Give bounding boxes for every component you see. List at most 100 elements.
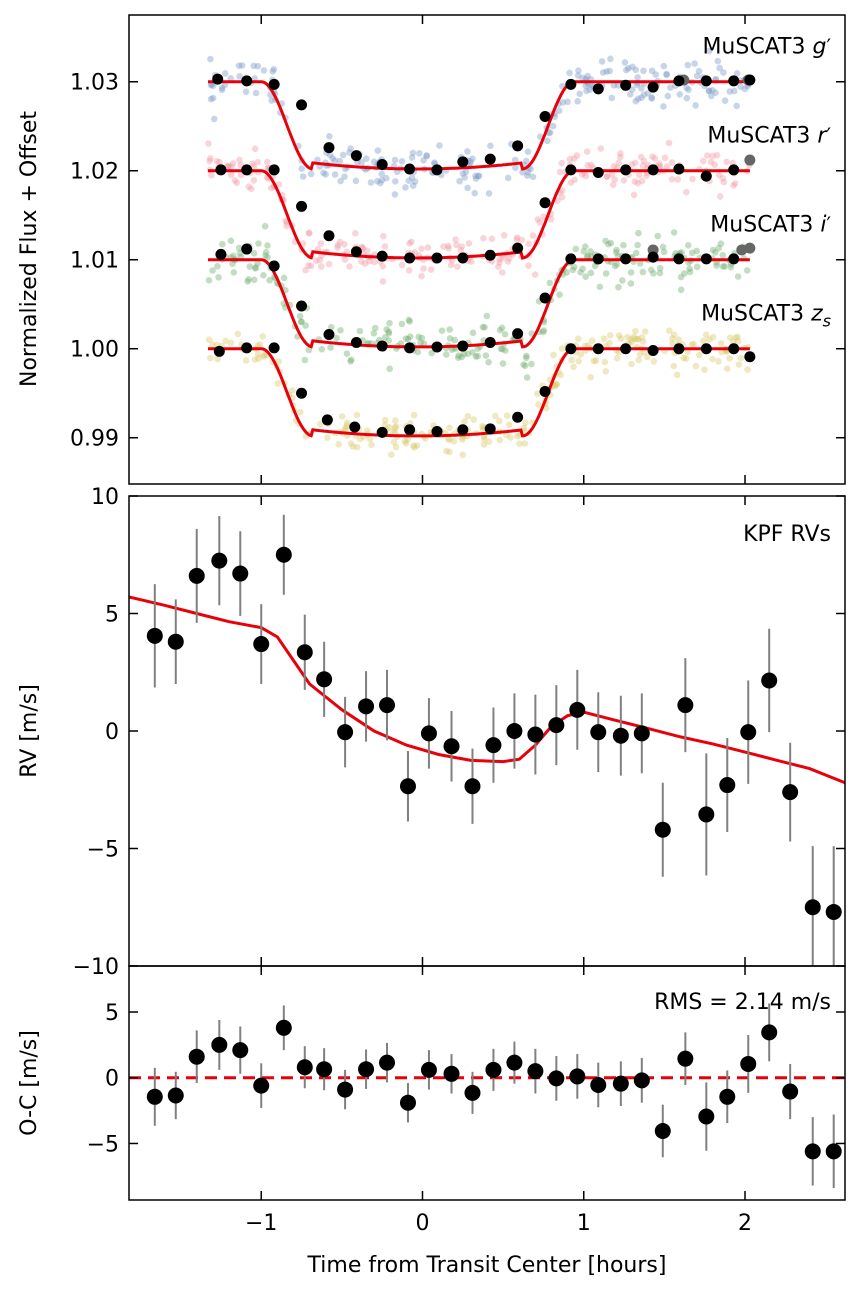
- raw-point: [676, 91, 684, 98]
- raw-point: [558, 193, 566, 201]
- raw-point: [385, 337, 393, 344]
- raw-point: [733, 70, 741, 77]
- raw-point: [635, 229, 642, 237]
- raw-point: [614, 82, 622, 89]
- raw-point: [471, 189, 479, 197]
- raw-point: [630, 191, 638, 199]
- raw-point: [571, 176, 578, 184]
- series-r': MuSCAT3 r′: [205, 124, 831, 285]
- raw-point: [644, 90, 652, 97]
- raw-point: [652, 71, 659, 78]
- binned-point: [539, 110, 551, 122]
- raw-point: [705, 336, 713, 343]
- raw-point: [688, 341, 696, 348]
- raw-point: [455, 352, 463, 359]
- raw-point: [215, 274, 222, 281]
- raw-point: [547, 215, 555, 223]
- rv-point: [420, 725, 437, 742]
- raw-point: [227, 237, 235, 245]
- binned-point: [484, 249, 496, 261]
- raw-point: [554, 197, 561, 205]
- raw-point: [341, 241, 348, 248]
- raw-point: [242, 357, 250, 364]
- raw-point: [529, 173, 537, 181]
- raw-point: [535, 401, 542, 408]
- binned-point: [376, 426, 388, 438]
- rv-point: [825, 903, 842, 920]
- raw-point: [244, 278, 251, 285]
- binned-point: [620, 343, 632, 355]
- raw-point: [379, 278, 387, 285]
- binned-point: [673, 75, 685, 87]
- raw-point: [404, 436, 411, 443]
- binned-point: [457, 252, 469, 264]
- y-tick-label: 0: [105, 1067, 119, 1092]
- raw-point: [613, 246, 620, 254]
- binned-point: [700, 253, 712, 265]
- raw-point: [648, 95, 656, 102]
- oc-point: [316, 1061, 333, 1078]
- rv-point: [296, 644, 313, 661]
- raw-point: [529, 232, 537, 239]
- raw-point: [609, 181, 617, 189]
- raw-point: [629, 63, 636, 71]
- raw-point: [341, 173, 348, 180]
- raw-point: [639, 162, 647, 169]
- raw-point: [254, 350, 262, 358]
- raw-point: [498, 324, 506, 332]
- raw-point: [334, 241, 342, 249]
- raw-point: [615, 159, 622, 167]
- raw-point: [496, 259, 503, 266]
- binned-point: [647, 81, 659, 93]
- raw-point: [568, 356, 575, 364]
- raw-point: [499, 269, 506, 276]
- oc-point: [527, 1063, 544, 1080]
- raw-point: [638, 94, 645, 101]
- series-i': MuSCAT3 i′: [205, 213, 831, 381]
- raw-point: [406, 333, 414, 341]
- raw-point: [721, 263, 728, 270]
- raw-point: [305, 346, 313, 354]
- raw-point: [705, 87, 713, 95]
- raw-point: [457, 246, 465, 254]
- raw-point: [512, 164, 519, 171]
- rv-point: [443, 738, 460, 755]
- y-tick-label: 1.00: [70, 338, 119, 363]
- oc-point: [296, 1059, 313, 1076]
- raw-point: [324, 434, 331, 442]
- raw-point: [420, 265, 427, 272]
- binned-point: [457, 340, 469, 352]
- raw-point: [464, 148, 471, 155]
- raw-point: [262, 248, 270, 256]
- binned-point: [673, 163, 685, 175]
- light-curve-panel: MuSCAT3 g′ MuSCAT3 r′ MuSCAT3 i′ MuSCAT3 zs…: [70, 14, 846, 485]
- binned-point: [431, 341, 443, 353]
- raw-point: [262, 252, 269, 259]
- raw-point: [420, 340, 428, 347]
- raw-point: [631, 335, 639, 343]
- binned-point: [241, 75, 253, 87]
- rv-model-line: [129, 595, 845, 785]
- raw-point: [691, 60, 698, 67]
- raw-point: [482, 352, 490, 359]
- raw-point: [660, 103, 667, 110]
- raw-point: [682, 355, 690, 362]
- binned-point: [268, 78, 280, 90]
- raw-point: [574, 335, 582, 343]
- rv-point: [485, 737, 502, 754]
- raw-point: [352, 229, 359, 237]
- raw-point: [719, 263, 727, 270]
- raw-point: [414, 348, 422, 356]
- raw-point: [639, 338, 647, 345]
- raw-point: [213, 158, 221, 165]
- oc-point: [211, 1036, 228, 1053]
- binned-point: [241, 164, 253, 176]
- rv-point: [633, 725, 650, 742]
- raw-point: [602, 270, 610, 277]
- oc-point: [358, 1061, 375, 1078]
- raw-point: [386, 319, 393, 327]
- residual-panel: 5 0 −5 −1 0 1 2: [87, 965, 846, 1236]
- binned-point: [268, 342, 280, 354]
- raw-point: [218, 86, 226, 94]
